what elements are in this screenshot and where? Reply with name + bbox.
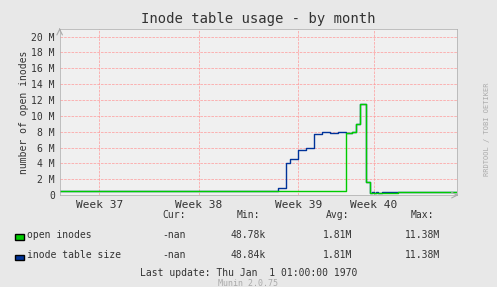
Text: 48.78k: 48.78k bbox=[231, 230, 266, 240]
Text: Avg:: Avg: bbox=[326, 210, 350, 220]
Text: -nan: -nan bbox=[162, 230, 186, 240]
Text: 11.38M: 11.38M bbox=[405, 250, 440, 260]
Y-axis label: number of open inodes: number of open inodes bbox=[18, 50, 28, 174]
Text: RRDTOOL / TOBI OETIKER: RRDTOOL / TOBI OETIKER bbox=[484, 82, 490, 176]
Text: open inodes: open inodes bbox=[27, 230, 92, 240]
Text: Munin 2.0.75: Munin 2.0.75 bbox=[219, 279, 278, 287]
Text: 48.84k: 48.84k bbox=[231, 250, 266, 260]
Text: Max:: Max: bbox=[411, 210, 434, 220]
Text: 11.38M: 11.38M bbox=[405, 230, 440, 240]
Text: Cur:: Cur: bbox=[162, 210, 186, 220]
Text: 1.81M: 1.81M bbox=[323, 230, 353, 240]
Title: Inode table usage - by month: Inode table usage - by month bbox=[141, 12, 376, 26]
Text: Last update: Thu Jan  1 01:00:00 1970: Last update: Thu Jan 1 01:00:00 1970 bbox=[140, 267, 357, 278]
Text: -nan: -nan bbox=[162, 250, 186, 260]
Text: 1.81M: 1.81M bbox=[323, 250, 353, 260]
Text: inode table size: inode table size bbox=[27, 250, 121, 260]
Text: Min:: Min: bbox=[237, 210, 260, 220]
